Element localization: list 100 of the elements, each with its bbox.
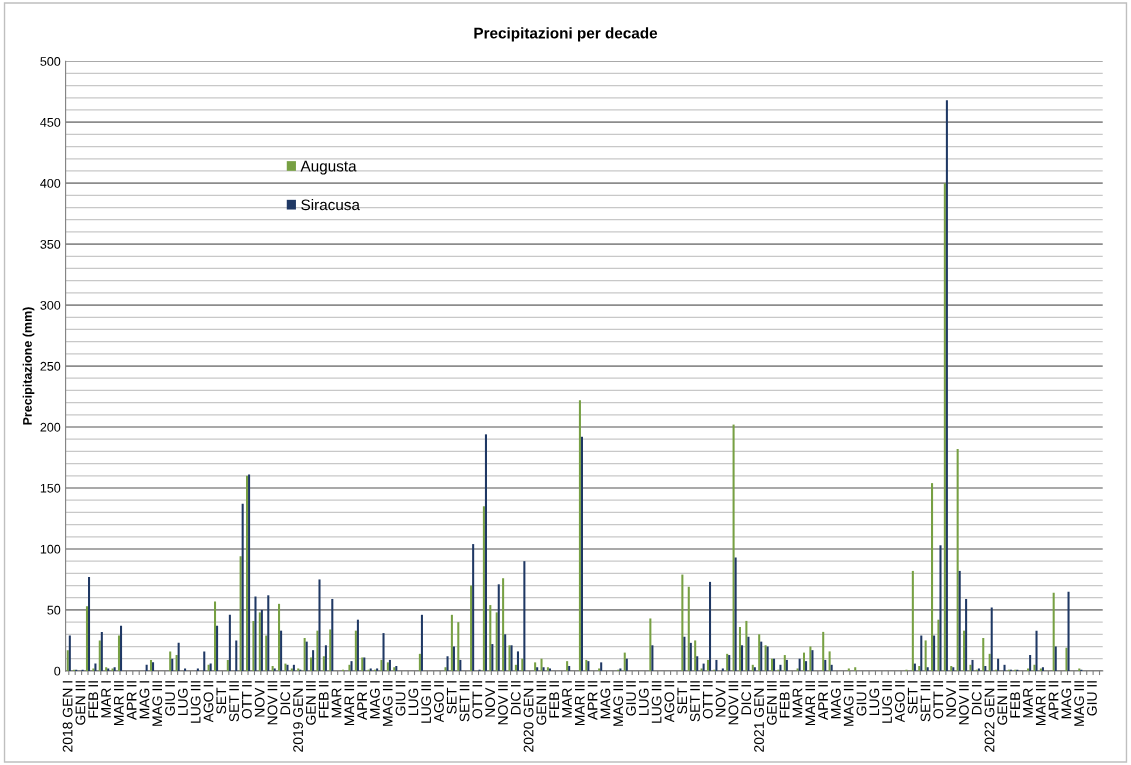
bar bbox=[747, 636, 750, 671]
bar bbox=[988, 653, 991, 671]
bar bbox=[382, 633, 385, 671]
bar bbox=[715, 659, 718, 671]
bar bbox=[958, 570, 961, 671]
bar bbox=[196, 668, 199, 671]
x-tick-label: DIC II bbox=[741, 681, 752, 715]
bar bbox=[523, 561, 526, 671]
x-tick-label: DIC II bbox=[280, 681, 291, 715]
bar bbox=[785, 659, 788, 671]
bar bbox=[918, 666, 921, 671]
bar bbox=[798, 658, 801, 671]
x-tick-label: FEB II bbox=[318, 681, 329, 718]
bar bbox=[292, 664, 295, 671]
y-axis-title: Precipitazione (mm) bbox=[22, 307, 35, 425]
bar bbox=[760, 641, 763, 671]
x-tick-label: NOV I bbox=[715, 681, 726, 717]
x-tick-label: LUG III bbox=[651, 681, 662, 723]
bar bbox=[418, 653, 421, 671]
bar bbox=[828, 651, 831, 671]
bar bbox=[1033, 664, 1036, 671]
bar bbox=[329, 629, 332, 671]
bar bbox=[933, 635, 936, 671]
bar bbox=[470, 585, 473, 671]
bar bbox=[482, 506, 485, 671]
bar bbox=[741, 645, 744, 671]
bar bbox=[312, 650, 315, 671]
bar bbox=[303, 637, 306, 671]
legend-label: Siracusa bbox=[301, 198, 360, 211]
bar bbox=[694, 640, 697, 671]
x-tick-label: FEB II bbox=[549, 681, 559, 718]
bar bbox=[1029, 655, 1032, 671]
bar bbox=[997, 658, 1000, 671]
bar bbox=[521, 658, 524, 671]
bar bbox=[98, 640, 101, 671]
legend-label: Augusta bbox=[300, 160, 357, 175]
bar bbox=[824, 659, 827, 671]
bar bbox=[687, 586, 690, 671]
bar bbox=[598, 668, 601, 671]
x-tick-label: SET III bbox=[229, 681, 239, 722]
bar bbox=[683, 636, 686, 671]
bar bbox=[100, 631, 103, 671]
x-tick-label: MAG I bbox=[139, 681, 150, 719]
y-tick-label: 50 bbox=[47, 605, 61, 615]
x-tick-label: 2018 GEN I bbox=[62, 681, 73, 752]
x-tick-label: APR II bbox=[818, 681, 828, 721]
x-tick-label: SET III bbox=[920, 681, 931, 722]
x-tick-label: NOV I bbox=[946, 681, 957, 717]
bar bbox=[924, 640, 927, 671]
x-tick-label: MAG III bbox=[152, 681, 163, 726]
bar bbox=[175, 655, 178, 671]
bar bbox=[822, 631, 825, 671]
bar bbox=[516, 651, 519, 671]
x-tick-label: MAG III bbox=[382, 681, 393, 726]
bar bbox=[216, 625, 219, 671]
bar bbox=[1027, 668, 1030, 671]
x-tick-label: LUG I bbox=[638, 681, 649, 716]
chart-title: Precipitazioni per decade bbox=[474, 27, 658, 42]
x-tick-label: MAG III bbox=[843, 681, 854, 726]
x-tick-label: GIU II bbox=[395, 681, 406, 716]
x-tick-label: MAR III bbox=[805, 681, 816, 726]
x-tick-label: GEN III bbox=[75, 681, 86, 725]
x-tick-label: MAR I bbox=[562, 681, 572, 718]
bar bbox=[700, 668, 703, 671]
bar bbox=[706, 659, 709, 671]
x-tick-label: GIU II bbox=[165, 681, 175, 716]
bar bbox=[177, 642, 180, 671]
bar bbox=[542, 667, 545, 671]
x-tick-label: APR II bbox=[1048, 681, 1059, 721]
bar bbox=[117, 635, 121, 671]
x-tick-label: NOV III bbox=[728, 681, 739, 725]
x-tick-label: OTT II bbox=[241, 681, 252, 719]
bar bbox=[937, 619, 940, 671]
bar bbox=[738, 627, 742, 671]
x-tick-label: DIC II bbox=[510, 681, 521, 715]
bar bbox=[1003, 664, 1006, 671]
bar bbox=[226, 659, 229, 671]
y-tick-label: 200 bbox=[40, 422, 61, 432]
x-tick-label: LUG I bbox=[408, 681, 419, 716]
bar bbox=[984, 666, 987, 671]
bar bbox=[963, 630, 966, 671]
bar bbox=[235, 640, 238, 671]
bar bbox=[625, 658, 628, 671]
bar bbox=[457, 622, 460, 671]
bar bbox=[696, 656, 699, 671]
x-tick-label: GEN III bbox=[766, 681, 777, 725]
bar bbox=[94, 663, 97, 671]
bar bbox=[623, 652, 626, 671]
x-tick-label: SET I bbox=[907, 681, 918, 714]
bar bbox=[239, 556, 242, 671]
bar bbox=[990, 607, 993, 671]
bar bbox=[580, 436, 584, 671]
x-tick-label: GIU II bbox=[626, 681, 636, 716]
bar bbox=[830, 664, 833, 671]
x-tick-label: 2021 GEN I bbox=[754, 681, 764, 752]
bar bbox=[540, 658, 543, 671]
x-tick-label: 2020 GEN I bbox=[523, 681, 534, 752]
x-tick-label: MAG I bbox=[369, 681, 380, 719]
bar bbox=[380, 659, 383, 671]
bar bbox=[316, 630, 319, 671]
